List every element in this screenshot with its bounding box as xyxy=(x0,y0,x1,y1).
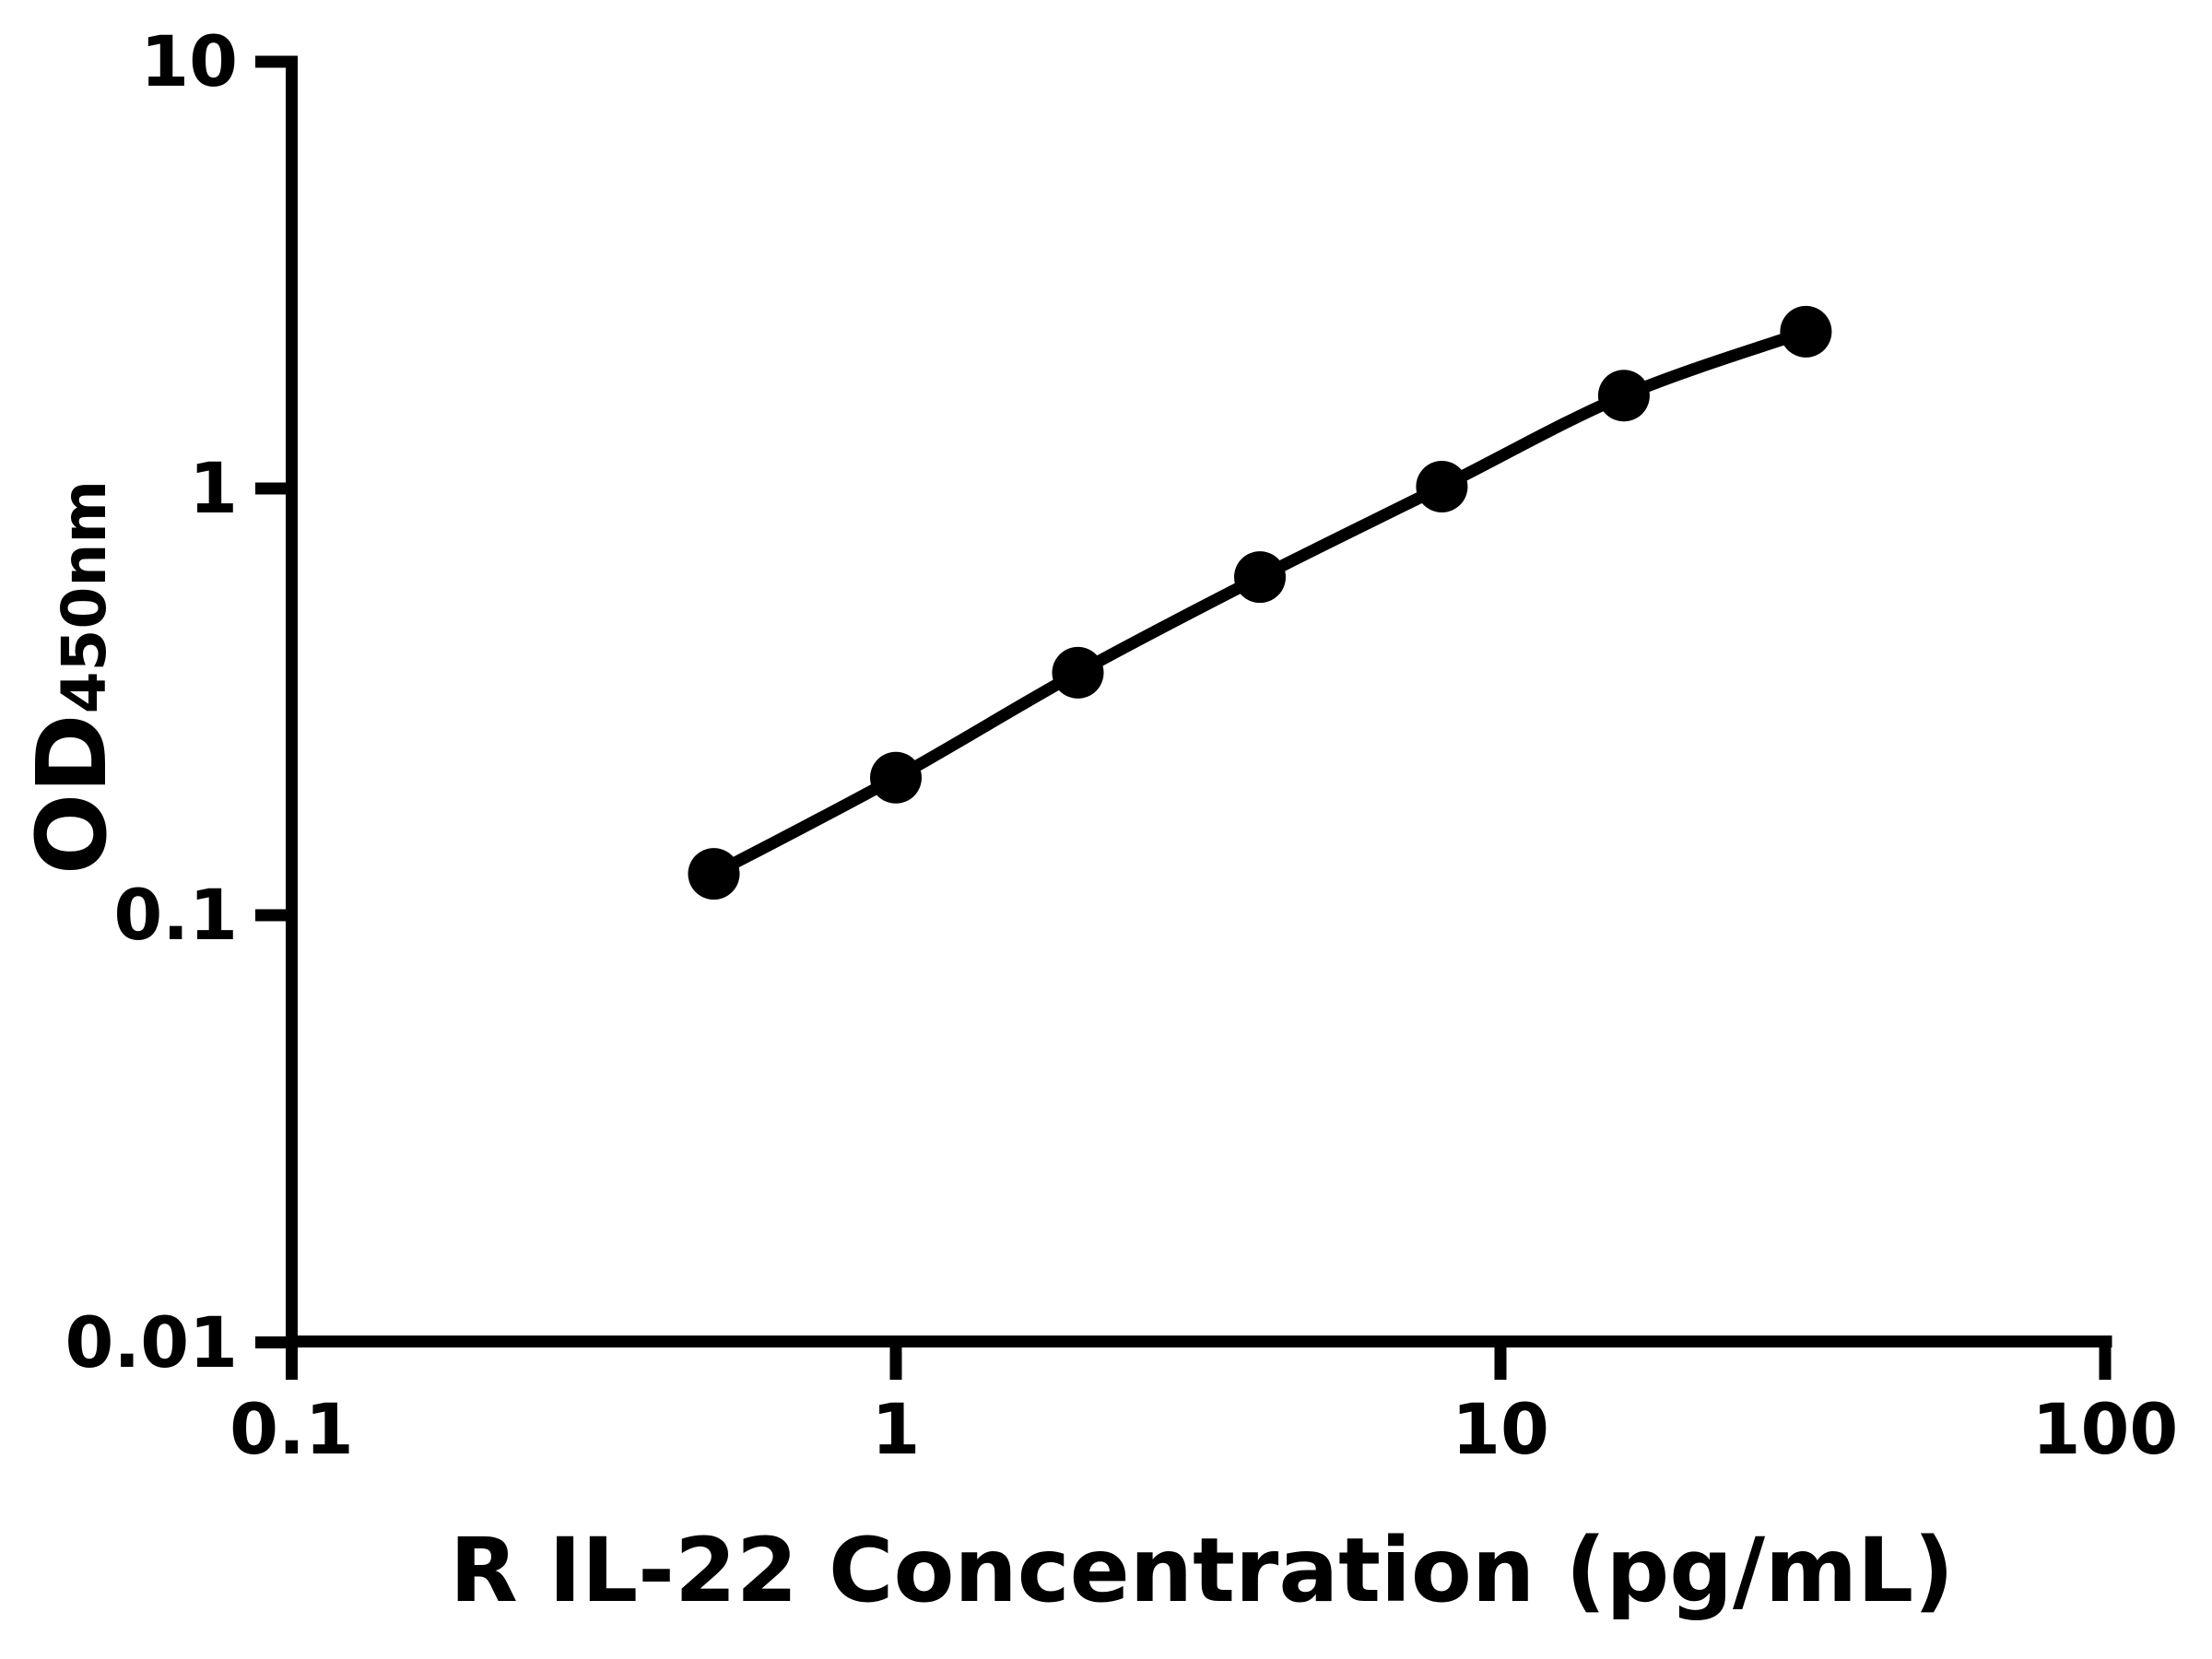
y-tick-label: 1 xyxy=(189,447,238,529)
x-tick-label: 10 xyxy=(1452,1388,1549,1470)
data-point-marker xyxy=(1416,461,1468,512)
y-axis-title: OD450nm xyxy=(16,480,128,875)
y-axis-ticks xyxy=(255,55,286,1348)
x-axis-title: R IL-22 Concentration (pg/mL) xyxy=(449,1519,1955,1622)
data-point-marker xyxy=(1780,305,1832,358)
y-axis-title-main: OD xyxy=(16,713,128,876)
data-points xyxy=(688,305,1832,900)
x-tick-label: 0.1 xyxy=(229,1388,354,1470)
y-tick-label: 0.01 xyxy=(65,1300,238,1383)
y-tick-label: 0.1 xyxy=(113,874,238,956)
data-point-marker xyxy=(1234,551,1286,604)
y-tick-label: 10 xyxy=(140,20,238,102)
x-axis-ticks xyxy=(889,1341,2112,1380)
data-point-marker xyxy=(688,848,740,900)
x-tick-label: 100 xyxy=(2031,1388,2179,1470)
data-point-marker xyxy=(870,751,922,804)
x-tick-label: 1 xyxy=(871,1388,921,1470)
data-point-marker xyxy=(1052,646,1104,699)
data-point-marker xyxy=(1597,370,1650,422)
